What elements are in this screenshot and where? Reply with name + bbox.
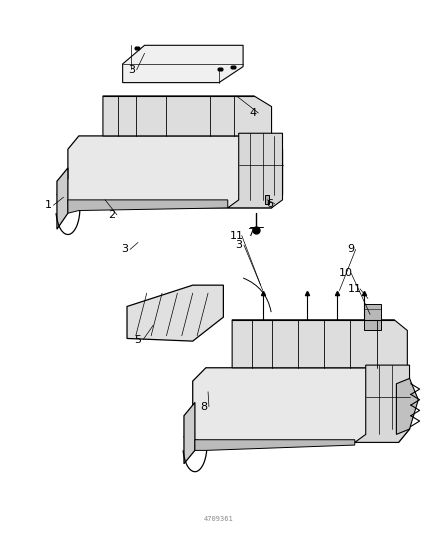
Polygon shape (232, 320, 407, 368)
Polygon shape (364, 304, 381, 330)
Text: 6: 6 (266, 199, 273, 208)
Text: 11: 11 (348, 284, 362, 294)
Polygon shape (57, 136, 283, 208)
Text: 4: 4 (250, 108, 257, 118)
Polygon shape (127, 285, 223, 341)
Text: 7: 7 (247, 228, 254, 238)
Polygon shape (103, 96, 272, 136)
Text: 10: 10 (339, 269, 353, 278)
Polygon shape (68, 200, 228, 213)
Text: 2: 2 (108, 210, 115, 220)
Text: 4709361: 4709361 (204, 516, 234, 522)
Text: 1: 1 (45, 200, 52, 210)
Polygon shape (57, 168, 68, 229)
Polygon shape (228, 133, 283, 208)
Polygon shape (355, 365, 410, 442)
Text: 5: 5 (134, 335, 141, 344)
Polygon shape (265, 195, 269, 204)
Text: 11: 11 (230, 231, 244, 240)
Text: 8: 8 (200, 402, 207, 411)
Polygon shape (123, 45, 243, 83)
Text: 3: 3 (128, 65, 135, 75)
Text: 3: 3 (235, 240, 242, 250)
Polygon shape (184, 402, 195, 464)
Polygon shape (195, 440, 355, 450)
Polygon shape (184, 368, 410, 442)
Text: 9: 9 (347, 245, 354, 254)
Text: 3: 3 (121, 245, 128, 254)
Polygon shape (396, 378, 418, 434)
